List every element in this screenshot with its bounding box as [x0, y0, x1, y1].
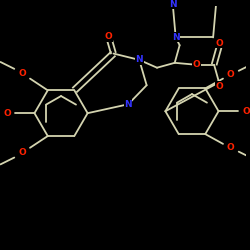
Text: N: N	[172, 33, 180, 42]
Text: N: N	[124, 100, 132, 109]
Text: N: N	[169, 0, 176, 9]
Text: O: O	[3, 109, 11, 118]
Text: O: O	[105, 32, 112, 41]
Text: N: N	[136, 56, 143, 64]
Text: O: O	[215, 82, 223, 91]
Text: O: O	[227, 143, 235, 152]
Text: O: O	[18, 148, 26, 157]
Text: O: O	[242, 107, 250, 116]
Text: O: O	[227, 70, 235, 79]
Text: O: O	[215, 39, 223, 48]
Text: O: O	[18, 69, 26, 78]
Text: O: O	[192, 60, 200, 69]
